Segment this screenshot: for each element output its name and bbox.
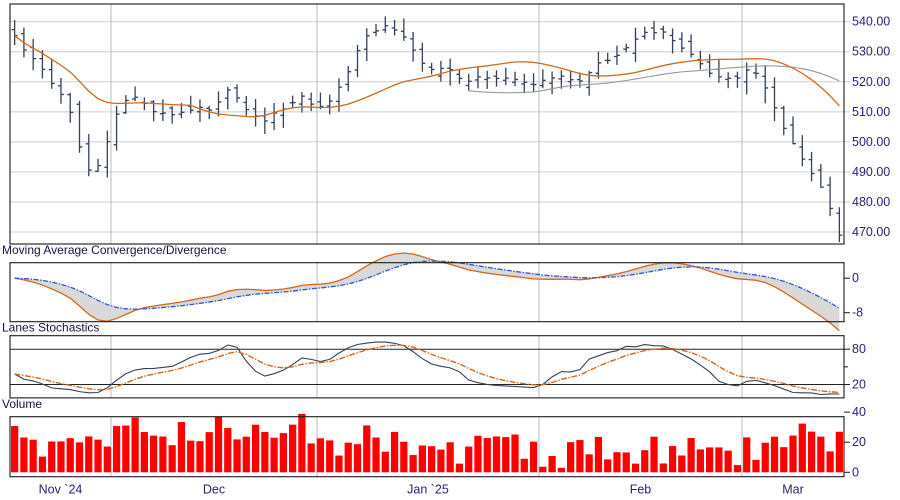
svg-text:520.00: 520.00 bbox=[852, 75, 890, 89]
svg-text:510.00: 510.00 bbox=[852, 105, 890, 119]
svg-text:490.00: 490.00 bbox=[852, 165, 890, 179]
svg-text:-8: -8 bbox=[852, 306, 863, 320]
svg-text:Jan `25: Jan `25 bbox=[407, 483, 449, 497]
svg-text:Lanes Stochastics: Lanes Stochastics bbox=[2, 321, 99, 335]
svg-text:Feb: Feb bbox=[630, 483, 652, 497]
svg-text:40: 40 bbox=[852, 405, 866, 419]
svg-text:480.00: 480.00 bbox=[852, 195, 890, 209]
svg-text:Nov `24: Nov `24 bbox=[39, 483, 83, 497]
svg-text:530.00: 530.00 bbox=[852, 45, 890, 59]
svg-text:20: 20 bbox=[852, 435, 866, 449]
svg-text:0: 0 bbox=[852, 465, 859, 479]
svg-text:80: 80 bbox=[852, 342, 866, 356]
svg-text:Mar: Mar bbox=[782, 483, 804, 497]
svg-text:0: 0 bbox=[852, 271, 859, 285]
svg-text:20: 20 bbox=[852, 378, 866, 392]
svg-text:540.00: 540.00 bbox=[852, 15, 890, 29]
svg-text:Dec: Dec bbox=[203, 483, 225, 497]
svg-text:Volume: Volume bbox=[2, 397, 42, 411]
svg-text:500.00: 500.00 bbox=[852, 135, 890, 149]
svg-text:Moving Average Convergence/Div: Moving Average Convergence/Divergence bbox=[2, 243, 227, 257]
svg-text:470.00: 470.00 bbox=[852, 225, 890, 239]
